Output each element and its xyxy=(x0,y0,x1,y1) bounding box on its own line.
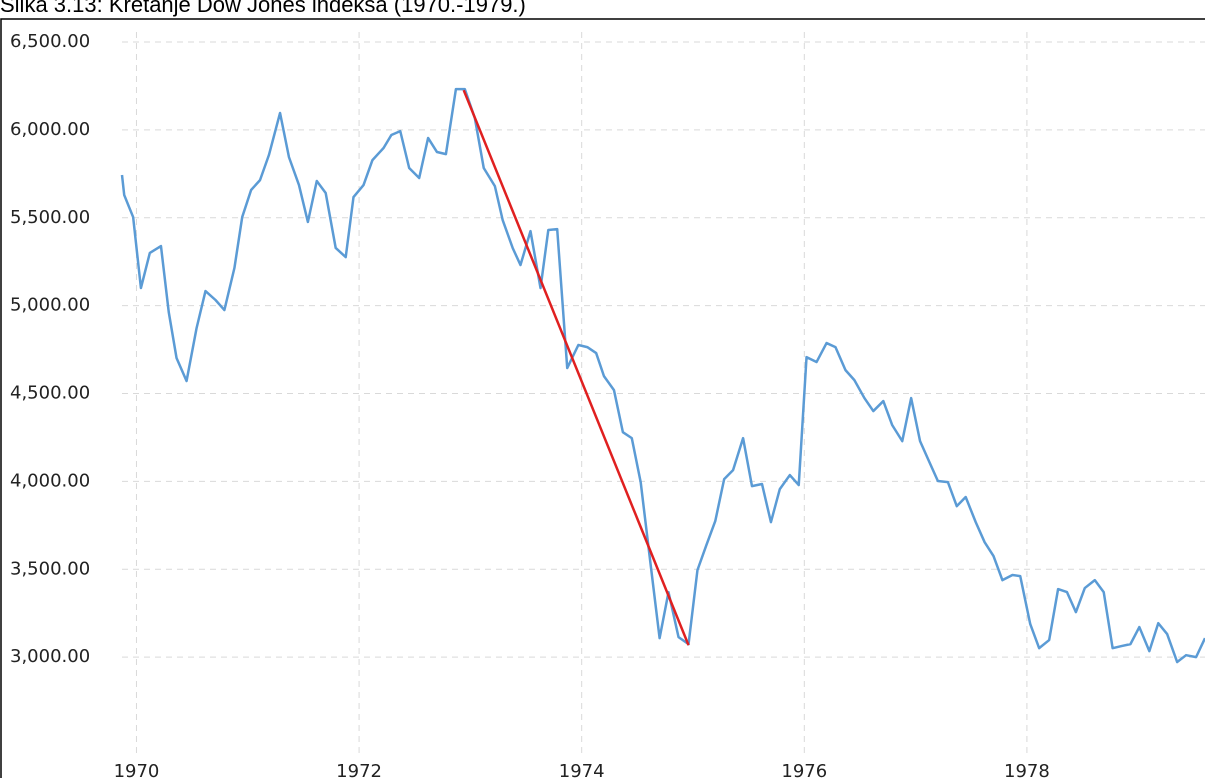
chart-title: Slika 3.13: Kretanje Dow Jones indeksa (… xyxy=(0,0,526,17)
grid xyxy=(122,32,1205,755)
y-tick-label: 3,000.00 xyxy=(10,646,90,667)
x-tick-label: 1974 xyxy=(559,761,605,778)
x-tick-label: 1972 xyxy=(336,761,382,778)
y-tick-label: 6,000.00 xyxy=(10,119,90,140)
chart-frame xyxy=(0,18,1205,778)
y-tick-label: 5,000.00 xyxy=(10,295,90,316)
x-tick-label: 1978 xyxy=(1004,761,1050,778)
x-tick-label: 1970 xyxy=(114,761,160,778)
x-tick-label: 1976 xyxy=(781,761,827,778)
y-tick-label: 4,500.00 xyxy=(10,383,90,404)
y-tick-label: 5,500.00 xyxy=(10,207,90,228)
y-tick-label: 4,000.00 xyxy=(10,470,90,491)
y-tick-label: 3,500.00 xyxy=(10,558,90,579)
y-tick-label: 6,500.00 xyxy=(10,31,90,52)
trend-line xyxy=(462,89,690,646)
data-line xyxy=(120,87,1205,664)
marks xyxy=(120,87,1205,664)
